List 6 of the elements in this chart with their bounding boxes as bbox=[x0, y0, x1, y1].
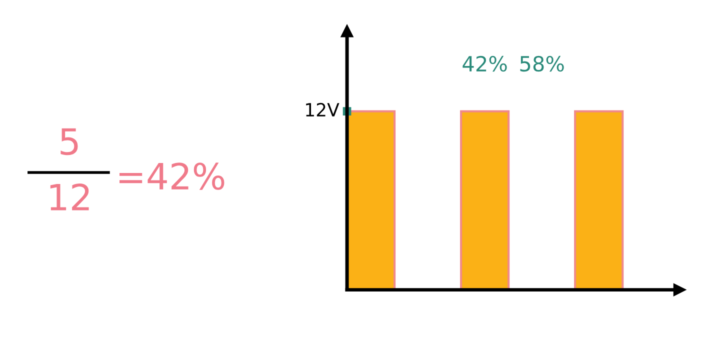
text: 12 bbox=[50, 183, 89, 210]
text: 12V bbox=[306, 102, 340, 116]
text: =42% bbox=[120, 162, 224, 190]
text: 5 bbox=[60, 128, 78, 156]
text: 58% bbox=[520, 56, 564, 72]
text: 42% bbox=[462, 56, 507, 72]
